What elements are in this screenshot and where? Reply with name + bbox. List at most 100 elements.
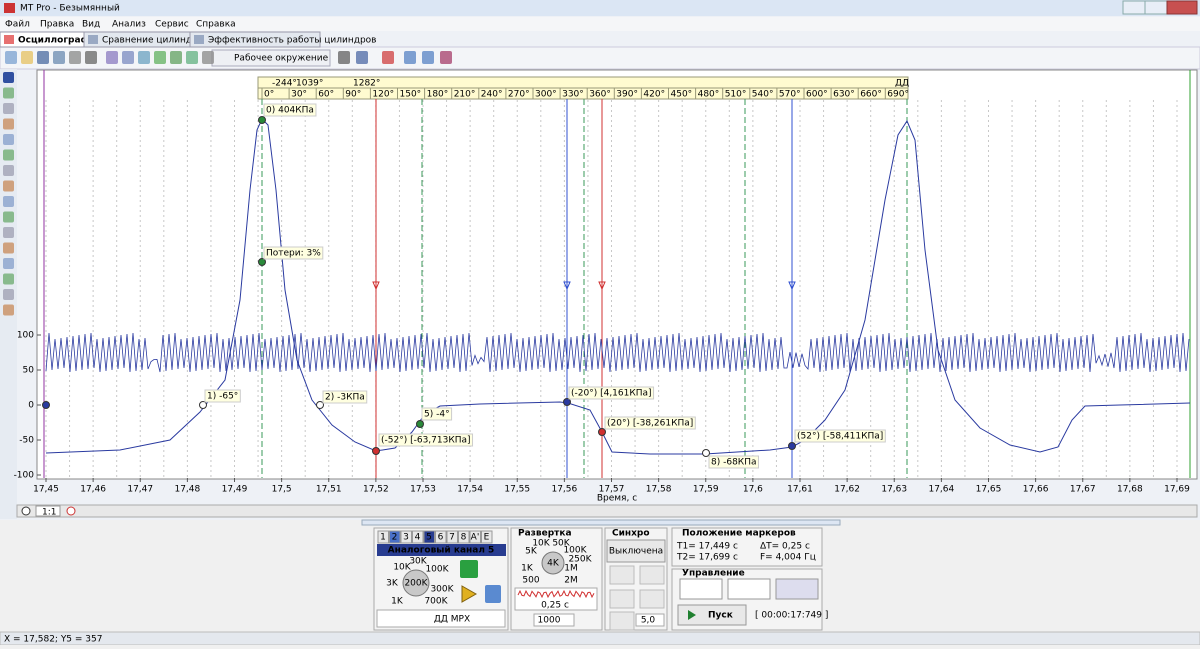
mode-button[interactable] [727,578,771,600]
scrollbar[interactable] [16,504,1198,518]
channel-tab[interactable] [435,530,447,544]
side-button[interactable] [3,196,14,207]
side-button[interactable] [3,180,14,192]
toolbar-button[interactable] [356,51,368,64]
channel-tab[interactable] [412,530,424,544]
toolbar-button[interactable] [37,51,49,64]
side-button[interactable] [3,72,14,83]
start-label[interactable]: Пуск [708,611,733,621]
toolbar-button[interactable] [404,51,416,64]
toolbar-button[interactable] [422,51,434,64]
channel-tab-label[interactable]: 4 [415,533,421,543]
sync-option[interactable] [609,565,635,585]
minimize[interactable] [1122,0,1146,15]
zoom-out[interactable] [21,506,31,516]
side-button[interactable] [3,304,14,316]
channel-tab[interactable] [446,530,458,544]
mode-button[interactable] [775,578,819,600]
toolbar-button[interactable] [122,51,134,64]
level-box[interactable] [635,613,665,627]
toolbar-button[interactable] [202,51,214,64]
environment-label[interactable]: Рабочее окружение [234,54,329,64]
side-button[interactable] [3,87,14,99]
side-button[interactable] [3,149,14,161]
menu-item[interactable]: Правка [40,20,74,30]
toolbar-button[interactable] [5,51,17,64]
menu-item[interactable]: Сервис [155,20,189,30]
zoom-in[interactable] [66,506,76,516]
close[interactable] [1166,0,1198,15]
channel-tab-label[interactable]: A' [471,533,480,543]
channel-tab[interactable] [458,530,470,544]
menu-item[interactable]: Файл [5,20,30,30]
channel-tab-label[interactable]: E [484,533,490,543]
sensor-label[interactable]: ДД МРХ [434,615,470,625]
side-button[interactable] [3,242,14,254]
marker-handle[interactable] [598,281,606,291]
side-button[interactable] [3,118,14,130]
toolbar-button[interactable] [440,51,452,64]
marker-handle[interactable] [563,281,571,291]
sync-level[interactable]: 5,0 [641,616,656,626]
side-button[interactable] [3,258,14,269]
channel-tab[interactable] [377,530,389,544]
menu-item[interactable]: Справка [196,20,236,30]
tab-label[interactable]: Осциллограф [18,36,90,46]
menu-item[interactable]: Анализ [112,20,146,30]
side-button[interactable] [3,165,14,176]
zoom-label[interactable]: 1:1 [42,508,56,518]
start-icon[interactable] [688,610,696,620]
sync-option[interactable] [609,611,635,631]
toolbar-button[interactable] [138,51,150,64]
marker-handle[interactable] [788,281,796,291]
channel-tab[interactable] [389,530,401,544]
sync-button[interactable] [606,539,666,563]
channel-tab-label[interactable]: 6 [438,533,444,543]
sync-option[interactable] [639,589,665,609]
play-button[interactable] [461,585,478,603]
side-button[interactable] [3,211,14,223]
side-button[interactable] [3,227,14,238]
toolbar-button[interactable] [338,51,350,64]
sweep-knob[interactable] [541,551,565,575]
toolbar-button[interactable] [53,51,65,64]
toolbar-button[interactable] [69,51,81,64]
calc-button[interactable] [485,585,501,603]
toolbar-button[interactable] [106,51,118,64]
channel-tab[interactable] [481,530,493,544]
toolbar-button[interactable] [170,51,182,64]
channel-tab[interactable] [469,530,481,544]
power-button[interactable] [460,560,478,578]
sync-mode[interactable]: Выключена [609,547,663,557]
maximize[interactable] [1144,0,1168,15]
zoom-box[interactable] [35,505,61,517]
points-box[interactable] [533,613,575,627]
toolbar-button[interactable] [186,51,198,64]
marker-handle[interactable] [372,281,380,291]
side-button[interactable] [3,273,14,285]
side-button[interactable] [3,134,14,145]
toolbar-button[interactable] [154,51,166,64]
tab-label[interactable]: Сравнение цилиндров [102,36,209,46]
gain-knob[interactable] [402,569,430,597]
sensor-box[interactable] [376,609,506,628]
channel-tab-label[interactable]: 7 [449,533,455,543]
channel-tab-label[interactable]: 1 [380,533,386,543]
sync-option[interactable] [609,589,635,609]
channel-tab-label[interactable]: 3 [403,533,409,543]
sync-option[interactable] [639,565,665,585]
mode-button[interactable] [679,578,723,600]
toolbar-button[interactable] [21,51,33,64]
side-button[interactable] [3,103,14,114]
channel-tab-label[interactable]: 2 [392,533,398,543]
channel-tab-label[interactable]: 5 [426,533,432,543]
toolbar-button[interactable] [382,51,394,64]
channel-tab[interactable] [423,530,435,544]
tab[interactable] [189,31,321,48]
toolbar-button[interactable] [85,51,97,64]
channel-tab-label[interactable]: 8 [461,533,467,543]
sweep-points[interactable]: 1000 [538,616,561,626]
tab-label[interactable]: Эффективность работы цилиндров [208,36,377,46]
side-button[interactable] [3,289,14,300]
start-button[interactable] [677,604,747,626]
